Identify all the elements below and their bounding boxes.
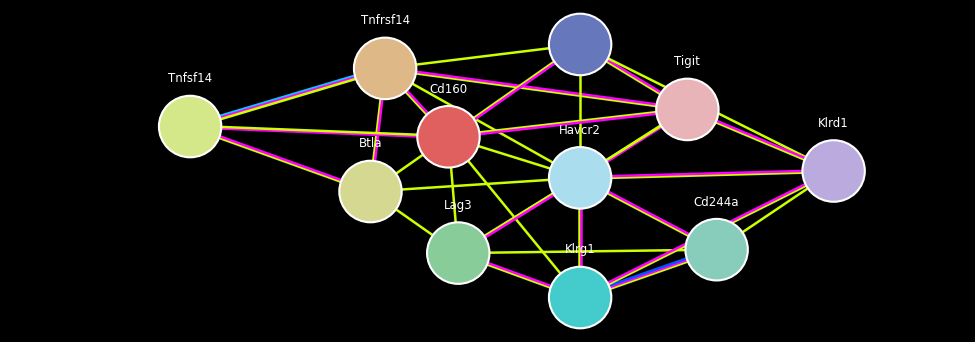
Text: Klrd1: Klrd1 [818,117,849,130]
Ellipse shape [159,96,221,157]
Text: Havcr2: Havcr2 [560,124,601,137]
Text: Tnfrsf14: Tnfrsf14 [361,14,410,27]
Ellipse shape [656,79,719,140]
Text: Tigit: Tigit [675,55,700,68]
Text: Btla: Btla [359,137,382,150]
Text: Cd244a: Cd244a [694,196,739,209]
Ellipse shape [549,14,611,75]
Ellipse shape [427,222,489,284]
Text: Tnfsf14: Tnfsf14 [168,73,213,86]
Text: Cd160: Cd160 [429,83,468,96]
Ellipse shape [549,267,611,328]
Ellipse shape [802,140,865,202]
Ellipse shape [354,38,416,99]
Ellipse shape [685,219,748,280]
Text: Klrg1: Klrg1 [565,244,596,256]
Text: Ctla4: Ctla4 [565,0,596,3]
Ellipse shape [549,147,611,209]
Ellipse shape [417,106,480,168]
Ellipse shape [339,161,402,222]
Text: Lag3: Lag3 [444,199,473,212]
